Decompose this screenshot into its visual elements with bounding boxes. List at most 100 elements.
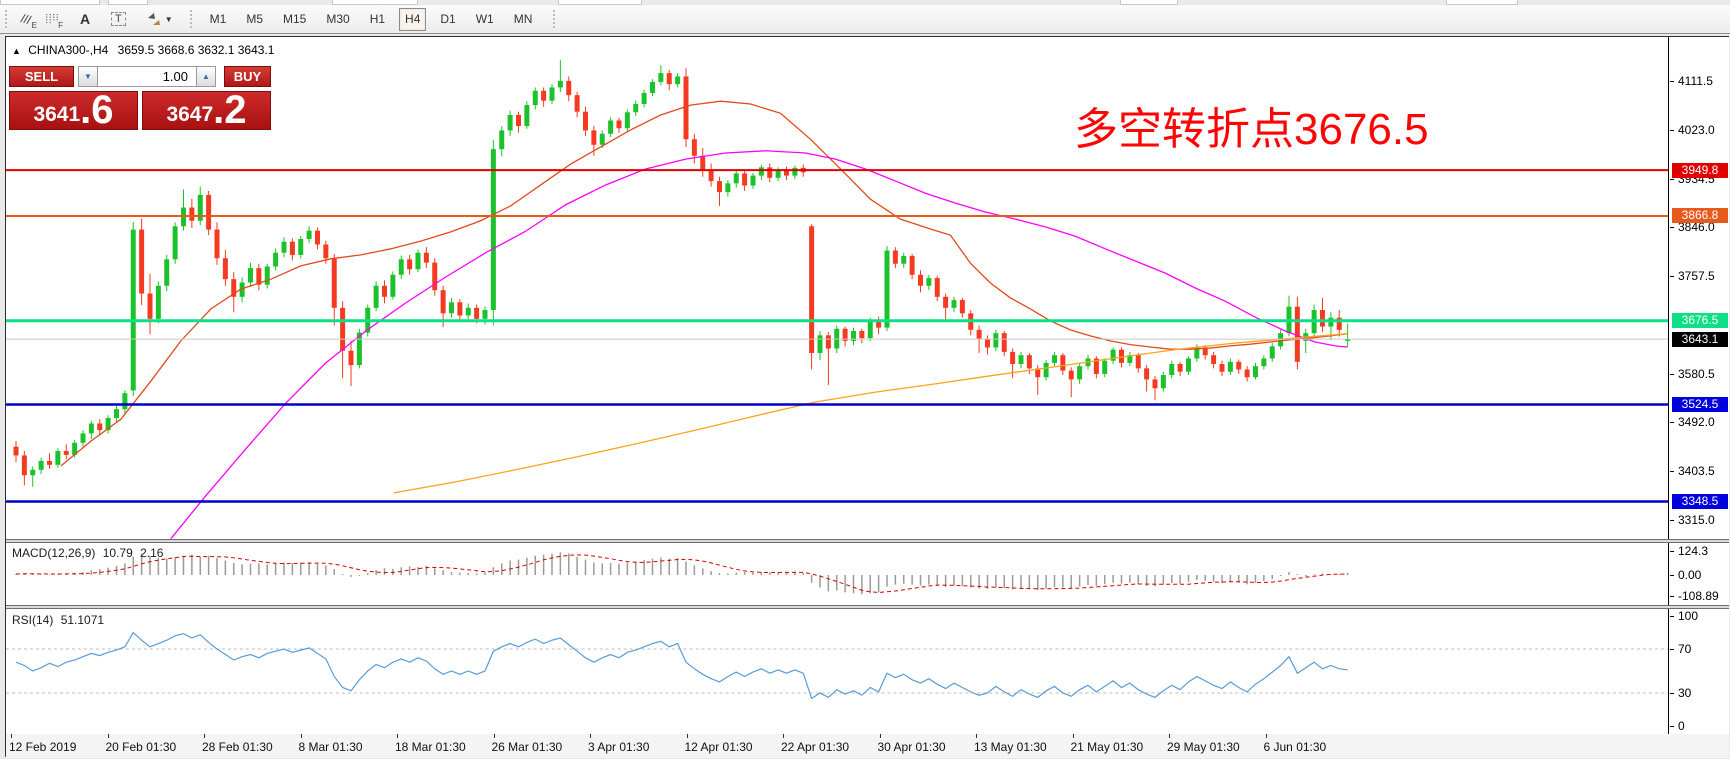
candle-body (700, 155, 706, 171)
arrows-style-icon (147, 13, 160, 25)
toolbar-grip[interactable] (4, 9, 9, 29)
candle-body (499, 130, 505, 150)
timeframe-D1[interactable]: D1 (440, 12, 456, 26)
candle-body (331, 258, 337, 308)
diagonal-hatch-e-button[interactable]: E (13, 8, 39, 31)
candle (859, 328, 865, 344)
collapse-triangle-icon[interactable]: ▲ (12, 46, 21, 56)
dot-grid-f-button[interactable]: F (39, 8, 65, 31)
candle (381, 280, 387, 304)
macd-histogram-bar (82, 572, 84, 575)
candle-body (1152, 379, 1158, 389)
timeframe-H1[interactable]: H1 (369, 12, 386, 26)
candle-body (566, 80, 572, 96)
macd-histogram-bar (1321, 573, 1324, 575)
candle (1043, 360, 1049, 381)
candle (850, 327, 856, 346)
price-scale[interactable]: 4111.5 4023.0 3934.5 3846.0 3757.5 3580.5 3492… (1670, 37, 1729, 734)
toolbar-grip[interactable] (188, 9, 194, 29)
macd-histogram-bar (408, 566, 411, 575)
candle (281, 237, 287, 258)
candle-body (1336, 317, 1342, 330)
rsi-axis-label-tick (1670, 693, 1674, 694)
candle-body (214, 229, 220, 259)
candle-body (1345, 339, 1351, 341)
price-badge-3524.5: 3524.5 (1672, 397, 1728, 412)
main-chart-canvas[interactable] (6, 37, 1669, 539)
ask-price-panel[interactable]: 3647 .2 (142, 90, 271, 130)
candle (180, 189, 186, 231)
macd-histogram-bar (383, 568, 386, 575)
macd-histogram-bar (1271, 574, 1273, 579)
macd-histogram-bar (526, 557, 528, 575)
macd-histogram-bar (819, 574, 821, 588)
date-tick (107, 734, 109, 738)
candle (80, 430, 86, 447)
candle-body (1043, 362, 1049, 378)
macd-histogram-bar (149, 555, 151, 575)
date-axis[interactable]: 12 Feb 2019 20 Feb 01:30 28 Feb 01:30 8 Mar… (6, 734, 1729, 758)
date-tick (686, 734, 688, 738)
candle (1018, 351, 1024, 369)
candle (38, 457, 44, 475)
candle-body (993, 333, 999, 348)
timeframe-M1[interactable]: M1 (209, 12, 227, 26)
candle-body (407, 259, 413, 270)
volume-decrease-button[interactable]: ▼ (78, 66, 98, 87)
candle (666, 69, 672, 91)
macd-histogram-bar (626, 562, 629, 575)
buy-button[interactable]: BUY (224, 66, 271, 87)
macd-histogram-bar (467, 573, 469, 575)
macd-histogram-bar (1036, 574, 1039, 591)
text-label-tool-button[interactable]: A (73, 8, 97, 31)
candle (658, 65, 664, 86)
candle (1303, 328, 1309, 353)
ask-price-main: 3647 (166, 103, 214, 126)
candle-body (951, 300, 957, 308)
candle-body (440, 290, 446, 314)
macd-histogram-bar (1237, 574, 1240, 583)
macd-histogram-bar (1246, 574, 1248, 585)
timeframe-M5[interactable]: M5 (246, 12, 263, 26)
candle (574, 91, 580, 118)
candle-body (348, 350, 354, 366)
candle-body (532, 90, 538, 106)
arrow-styles-button[interactable]: ▼ (140, 8, 179, 31)
textbox-tool-button[interactable]: T (105, 8, 132, 31)
candle-body (139, 229, 145, 294)
candle-body (1001, 333, 1007, 352)
rsi-indicator-canvas[interactable] (6, 609, 1669, 734)
candle-body (448, 302, 454, 314)
price-tick-label: 3315.0 (1678, 513, 1715, 527)
timeframe-MN[interactable]: MN (513, 12, 533, 26)
sell-button[interactable]: SELL (9, 66, 74, 87)
candle-body (716, 181, 722, 193)
macd-histogram-bar (1028, 574, 1031, 590)
candle-body (1185, 358, 1191, 372)
volume-increase-button[interactable]: ▲ (196, 66, 216, 87)
panel-splitter[interactable] (6, 539, 1729, 543)
timeframe-W1[interactable]: W1 (475, 12, 494, 26)
macd-value-2: 2.16 (140, 546, 164, 560)
candle-body (172, 226, 178, 260)
macd-indicator-canvas[interactable] (6, 543, 1669, 605)
window-chrome-fragment (332, 0, 418, 5)
candle (582, 106, 588, 136)
candle (909, 253, 915, 280)
candle (1185, 356, 1191, 376)
timeframe-H4[interactable]: H4 (399, 7, 427, 31)
candle-body (298, 238, 304, 255)
macd-histogram-bar (484, 572, 486, 575)
macd-histogram-bar (886, 574, 888, 587)
bid-price-panel[interactable]: 3641 .6 (9, 90, 138, 130)
volume-input[interactable] (98, 66, 196, 87)
candle (750, 172, 756, 189)
dot-grid-icon (46, 13, 58, 24)
timeframe-M30[interactable]: M30 (326, 12, 350, 26)
timeframe-M15[interactable]: M15 (283, 12, 307, 26)
macd-histogram-bar (1103, 574, 1106, 585)
candle (348, 340, 354, 387)
toolbar-grip[interactable] (552, 9, 558, 29)
panel-splitter[interactable] (6, 605, 1729, 609)
macd-histogram-bar (1338, 573, 1340, 575)
